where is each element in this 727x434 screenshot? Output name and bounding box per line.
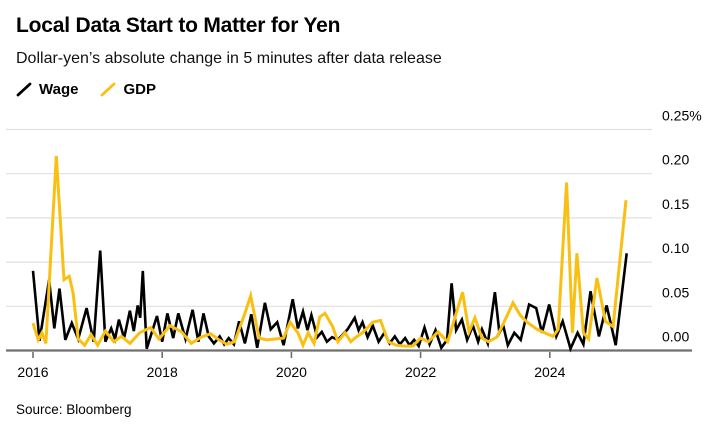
legend-item-wage: Wage xyxy=(16,81,78,98)
y-axis-label: 0.20 xyxy=(662,152,689,168)
legend-label: Wage xyxy=(39,81,79,98)
y-axis-label: 0.05 xyxy=(662,284,689,300)
x-axis-label: 2020 xyxy=(276,364,307,380)
source-note: Source: Bloomberg xyxy=(16,402,132,417)
page-subtitle: Dollar-yen’s absolute change in 5 minute… xyxy=(16,50,442,67)
x-axis-label: 2016 xyxy=(17,364,48,380)
y-axis-label: 0.25% xyxy=(662,108,702,124)
series-line-gdp xyxy=(31,155,628,350)
x-axis-label: 2022 xyxy=(405,364,436,380)
x-axis-label: 2024 xyxy=(534,364,565,380)
y-axis-label: 0.15 xyxy=(662,196,689,212)
legend-item-gdp: GDP xyxy=(100,81,156,98)
page-title: Local Data Start to Matter for Yen xyxy=(16,14,341,37)
y-axis-label: 0.00 xyxy=(662,329,689,345)
y-axis-label: 0.10 xyxy=(662,240,689,256)
legend: Wage GDP xyxy=(16,81,156,98)
legend-label: GDP xyxy=(123,81,156,98)
line-swatch-icon xyxy=(16,82,32,97)
line-swatch-icon xyxy=(101,82,116,97)
series-line-wage xyxy=(31,250,628,353)
x-axis-label: 2018 xyxy=(147,364,178,380)
